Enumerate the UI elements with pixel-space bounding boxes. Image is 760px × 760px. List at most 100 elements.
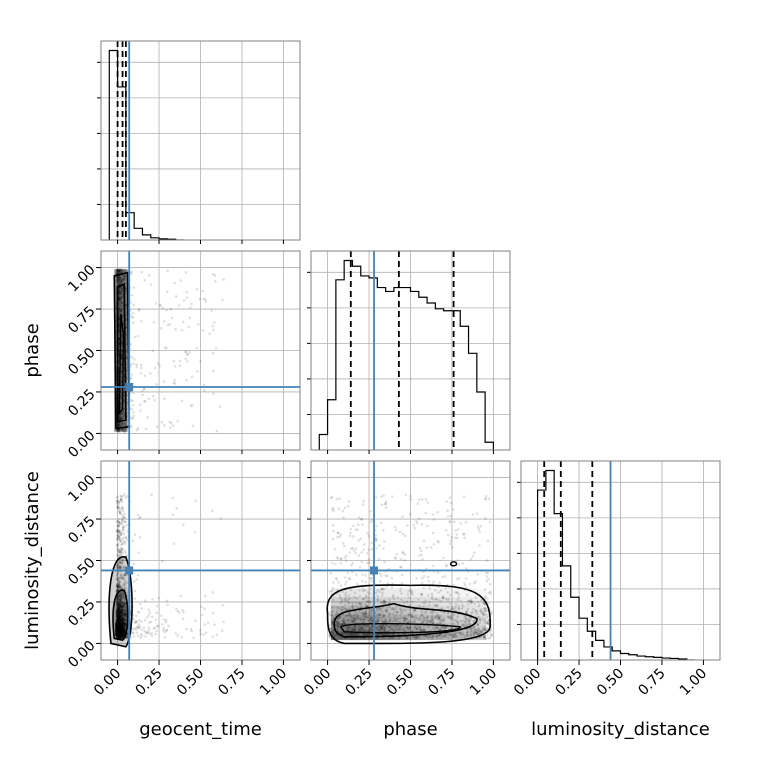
sample-point	[117, 581, 121, 585]
sample-point	[119, 281, 122, 284]
sample-point	[195, 288, 199, 291]
sample-point	[115, 607, 119, 611]
sample-point	[116, 423, 120, 427]
sample-point	[120, 602, 124, 605]
sample-point	[122, 630, 125, 634]
sample-point	[118, 603, 122, 606]
sample-point	[122, 414, 126, 418]
sample-point	[120, 498, 123, 501]
sample-point	[120, 612, 124, 616]
sample-point	[116, 585, 119, 589]
sample-point	[452, 583, 455, 587]
sample-point	[119, 269, 122, 273]
sample-point	[121, 605, 125, 608]
sample-point	[120, 271, 123, 274]
sample-point	[117, 594, 121, 598]
sample-point	[116, 524, 119, 527]
sample-point	[117, 425, 120, 428]
sample-point	[120, 622, 123, 626]
sample-point	[123, 274, 127, 278]
sample-point	[117, 301, 121, 304]
sample-point	[122, 275, 126, 279]
sample-point	[124, 622, 127, 625]
sample-point	[115, 605, 119, 608]
sample-point	[122, 618, 125, 622]
sample-point	[120, 616, 123, 620]
sample-point	[115, 635, 119, 639]
sample-point	[115, 588, 119, 592]
sample-point	[122, 275, 126, 278]
sample-point	[115, 270, 119, 274]
sample-point	[171, 513, 175, 516]
sample-point	[132, 286, 136, 289]
sample-point	[118, 600, 122, 604]
sample-point	[399, 557, 403, 561]
sample-point	[341, 509, 344, 513]
sample-point	[130, 424, 133, 428]
sample-point	[343, 576, 347, 579]
sample-point	[124, 579, 127, 583]
sample-point	[118, 425, 121, 428]
sample-point	[117, 290, 121, 294]
sample-point	[122, 268, 126, 272]
sample-point	[117, 551, 121, 554]
sample-point	[123, 622, 126, 626]
sample-point	[465, 577, 468, 580]
sample-point	[116, 601, 119, 605]
panel-content	[101, 461, 300, 660]
sample-point	[117, 594, 121, 598]
sample-point	[120, 279, 124, 283]
sample-point	[117, 601, 121, 604]
sample-point	[121, 290, 125, 294]
sample-point	[123, 542, 127, 545]
sample-point	[118, 277, 122, 280]
sample-point	[143, 629, 146, 633]
sample-point	[485, 580, 488, 583]
sample-point	[120, 605, 124, 609]
sample-point	[118, 561, 121, 564]
sample-point	[120, 605, 123, 609]
sample-point	[115, 620, 119, 624]
contour-middle	[116, 282, 127, 423]
sample-point	[121, 513, 124, 517]
sample-point	[119, 280, 123, 284]
sample-point	[120, 287, 123, 291]
sample-point	[420, 497, 424, 501]
sample-point	[448, 520, 451, 524]
sample-point	[115, 609, 119, 613]
sample-point	[122, 633, 125, 636]
sample-point	[119, 309, 122, 313]
sample-point	[200, 613, 204, 617]
sample-point	[117, 604, 121, 608]
sample-point	[462, 532, 465, 536]
sample-point	[119, 296, 123, 300]
sample-point	[116, 549, 120, 553]
sample-point	[122, 414, 126, 418]
sample-point	[139, 372, 143, 375]
sample-point	[122, 634, 126, 637]
sample-point	[119, 595, 123, 599]
sample-point	[123, 422, 126, 426]
sample-point	[120, 622, 124, 626]
sample-point	[118, 619, 122, 622]
sample-point	[211, 324, 215, 328]
sample-point	[176, 419, 180, 423]
sample-point	[117, 333, 121, 337]
sample-point	[119, 610, 122, 614]
sample-point	[374, 496, 378, 499]
sample-point	[120, 287, 124, 291]
sample-point	[122, 626, 126, 629]
sample-point	[172, 542, 176, 546]
sample-point	[117, 322, 121, 326]
sample-point	[119, 301, 123, 305]
sample-point	[123, 625, 126, 628]
sample-point	[119, 593, 123, 596]
sample-point	[123, 423, 126, 426]
sample-point	[122, 625, 126, 628]
sample-point	[490, 633, 493, 637]
sample-point	[116, 281, 120, 284]
sample-point	[121, 410, 125, 414]
sample-point	[122, 633, 126, 637]
sample-point	[120, 348, 123, 352]
sample-point	[364, 580, 368, 584]
